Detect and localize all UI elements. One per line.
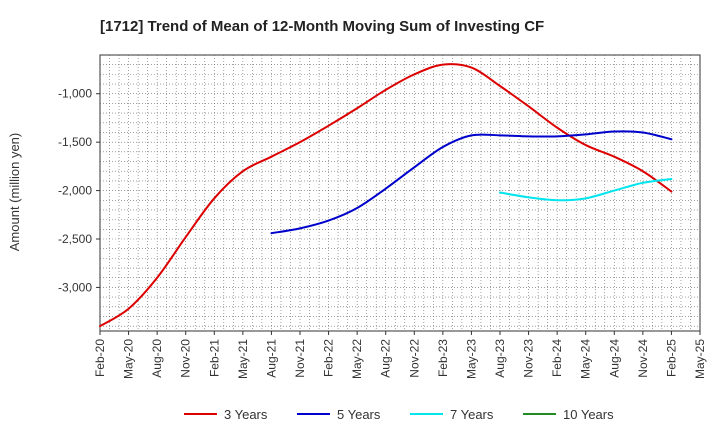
legend: 3 Years 5 Years 7 Years 10 Years: [184, 407, 614, 422]
y-tick-label: -1,000: [58, 87, 92, 101]
x-tick-label: Feb-25: [664, 339, 678, 377]
x-tick-label: Feb-24: [550, 339, 564, 377]
x-tick-label: Nov-21: [293, 339, 307, 378]
x-tick-label: Aug-21: [264, 339, 278, 378]
x-tick-label: Feb-21: [207, 339, 221, 377]
legend-label: 10 Years: [563, 407, 614, 422]
x-tick-label: Aug-20: [150, 339, 164, 378]
chart-title: [1712] Trend of Mean of 12-Month Moving …: [100, 18, 544, 35]
x-tick-label: May-24: [579, 339, 593, 379]
series-line-5-years: [270, 130, 673, 235]
legend-label: 7 Years: [450, 407, 494, 422]
series-line-3-years: [99, 63, 673, 328]
plot-frame: [99, 54, 701, 332]
y-tick-label: -3,000: [58, 280, 92, 294]
legend-label: 3 Years: [224, 407, 268, 422]
plot-area: [99, 54, 701, 332]
y-tick-label: -2,500: [58, 232, 92, 246]
x-tick-label: May-25: [693, 339, 707, 379]
x-tick-label: May-20: [122, 339, 136, 379]
y-axis-label: Amount (million yen): [7, 133, 22, 252]
x-tick-label: Nov-20: [179, 339, 193, 378]
x-tick-label: May-22: [350, 339, 364, 379]
x-tick-label: May-21: [236, 339, 250, 379]
y-axis-ticks: -1,000 -1,500 -2,000 -2,500 -3,000: [58, 87, 100, 294]
x-tick-label: Feb-22: [322, 339, 336, 377]
x-tick-label: Aug-23: [493, 339, 507, 378]
x-tick-label: May-23: [464, 339, 478, 379]
y-tick-label: -2,000: [58, 184, 92, 198]
x-tick-label: Nov-24: [636, 339, 650, 378]
x-axis-ticks: Feb-20 May-20 Aug-20 Nov-20 Feb-21 May-21 Aug-…: [93, 331, 707, 379]
x-tick-label: Nov-23: [522, 339, 536, 378]
x-tick-label: Nov-22: [407, 339, 421, 378]
x-tick-label: Feb-20: [93, 339, 107, 377]
x-tick-label: Feb-23: [436, 339, 450, 377]
grid: [100, 55, 700, 331]
series-line-7-years: [499, 177, 673, 202]
y-tick-label: -1,500: [58, 135, 92, 149]
x-tick-label: Aug-24: [607, 339, 621, 378]
legend-label: 5 Years: [337, 407, 381, 422]
x-tick-label: Aug-22: [379, 339, 393, 378]
series-lines: [99, 63, 673, 328]
